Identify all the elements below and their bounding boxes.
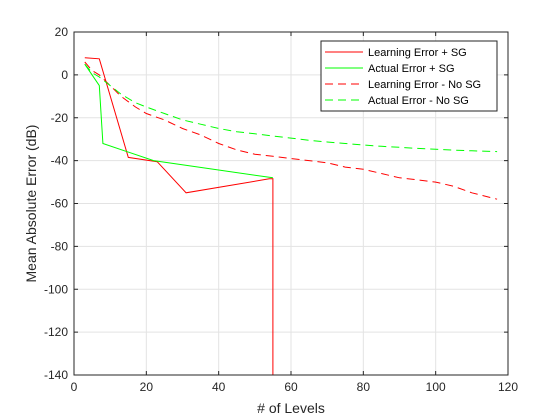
legend-label-2: Actual Error + SG [368,63,455,75]
legend-box [320,40,498,112]
x-tick-label: 100 [426,380,446,394]
series-line-4 [84,63,498,153]
y-tick-label: -20 [51,111,69,125]
y-tick-label: -80 [51,239,69,253]
y-tick-label: -120 [44,325,68,339]
x-tick-label: 20 [140,380,154,394]
y-tick-label: -40 [51,154,69,168]
y-tick-label: -60 [51,197,69,211]
x-tick-label: 80 [357,380,371,394]
y-tick-label: 0 [61,68,68,82]
series-line-2 [84,63,273,179]
series-line-3 [84,61,498,200]
x-tick-label: 40 [212,380,226,394]
legend: Learning Error + SG Actual Error + SG Lear… [320,40,498,112]
x-tick-label: 120 [498,380,518,394]
x-tick-label: 0 [71,380,78,394]
legend-label-3: Learning Error - No SG [368,79,481,91]
legend-label-1: Learning Error + SG [368,47,467,59]
y-tick-label: 20 [55,25,69,39]
series-group [84,57,498,375]
x-axis-label: # of Levels [257,400,325,416]
legend-label-4: Actual Error - No SG [368,95,469,107]
series-line-1 [84,57,274,375]
y-axis-label: Mean Absolute Error (dB) [23,125,39,283]
legend-entries: Learning Error + SG Actual Error + SG Lear… [325,47,481,107]
tick-labels: 0 20 40 60 80 100 120 20 0 -20 -40 -60 -80 -100 -120 -1… [44,25,518,394]
y-tick-label: -100 [44,282,68,296]
ticks [73,31,509,376]
x-tick-label: 60 [284,380,298,394]
y-tick-label: -140 [44,368,68,382]
